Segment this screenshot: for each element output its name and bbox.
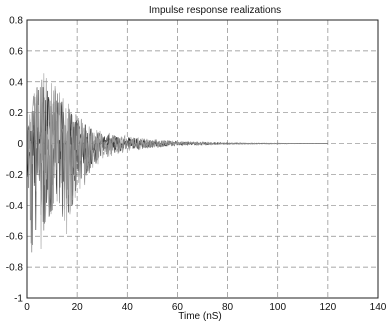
y-tick-label: 0.4 <box>9 77 23 88</box>
y-tick-label: -0.2 <box>6 170 24 181</box>
impulse-response-trace <box>26 73 328 250</box>
y-tick-label: 0.6 <box>9 46 23 57</box>
y-tick-label: 0 <box>17 139 23 150</box>
tick-labels: 0 20 40 60 80 100 120 140 0.8 0.6 0.4 0.2 0 -0.2 -0.4 -… <box>6 16 386 314</box>
x-tick-label: 140 <box>370 302 386 313</box>
x-tick-label: 120 <box>320 302 337 313</box>
y-tick-label: -1 <box>14 294 23 305</box>
x-tick-label: 40 <box>122 302 134 313</box>
x-tick-label: 80 <box>222 302 234 313</box>
x-tick-label: 0 <box>24 302 30 313</box>
x-axis-label: Time (nS) <box>178 311 222 322</box>
chart-title: Impulse response realizations <box>149 5 281 16</box>
y-tick-label: -0.6 <box>6 232 24 243</box>
y-tick-label: 0.8 <box>9 16 23 27</box>
plot-frame <box>26 19 379 299</box>
x-tick-label: 100 <box>269 302 286 313</box>
y-tick-label: -0.4 <box>6 201 24 212</box>
y-tick-label: -0.8 <box>6 263 24 274</box>
x-tick-label: 20 <box>72 302 84 313</box>
y-tick-label: 0.2 <box>9 108 23 119</box>
x-tick-label: 60 <box>172 302 184 313</box>
trace-layer <box>26 73 328 253</box>
